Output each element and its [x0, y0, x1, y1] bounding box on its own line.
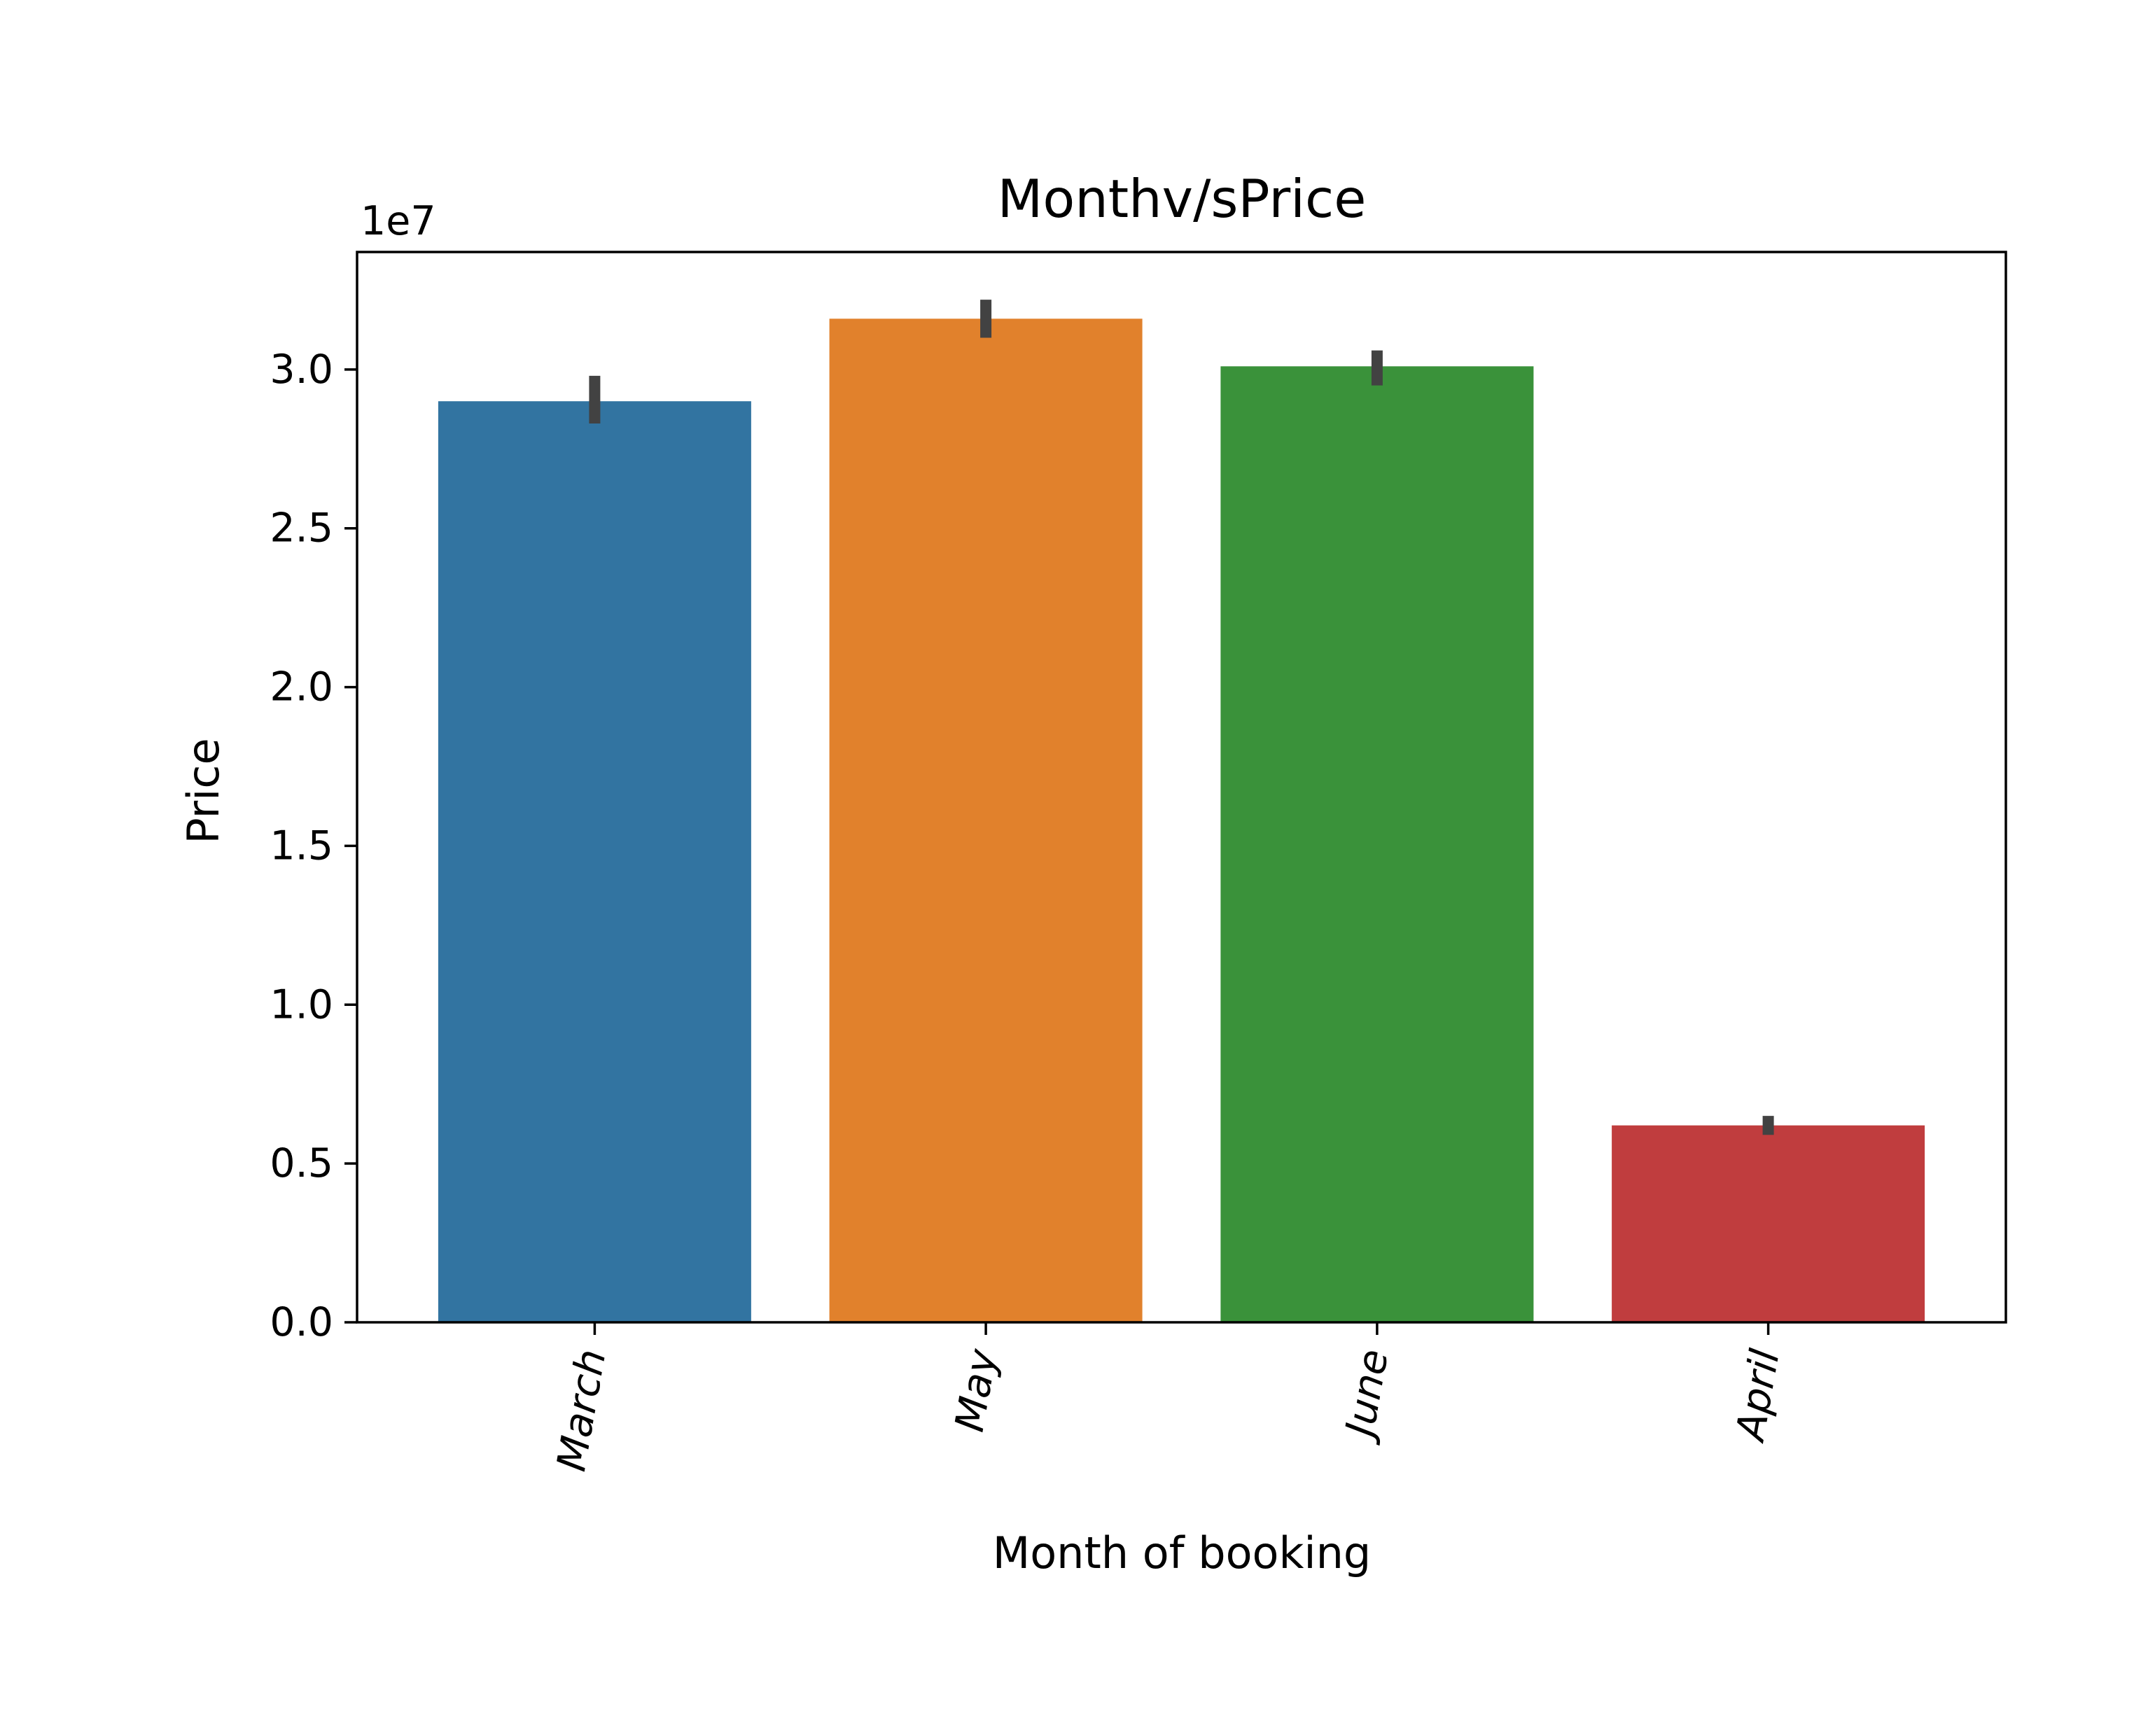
y-tick-label: 0.5: [270, 1140, 333, 1186]
y-tick-label: 1.0: [270, 981, 333, 1028]
y-axis-scale-label: 1e7: [361, 198, 436, 244]
bars-layer: [438, 318, 1925, 1323]
x-axis-title: Month of booking: [993, 1527, 1372, 1578]
y-tick-label: 2.0: [270, 664, 333, 710]
plot-frame: [356, 251, 2007, 1324]
y-tick-label: 0.0: [270, 1299, 333, 1345]
y-tick-label: 2.5: [270, 505, 333, 552]
bar-april: [1612, 1125, 1925, 1322]
y-axis-title: Price: [178, 738, 229, 844]
y-tick-label: 3.0: [270, 346, 333, 393]
bar-may: [829, 318, 1143, 1322]
error-bars-layer: [589, 300, 1774, 1135]
y-tick-label: 1.5: [270, 822, 333, 869]
chart-title: Monthv/sPrice: [998, 168, 1367, 230]
bar-march: [438, 401, 751, 1323]
bar-june: [1220, 366, 1534, 1322]
y-axis: 0.0 0.5 1.0 1.5 2.0 2.5 3.0: [270, 346, 357, 1345]
